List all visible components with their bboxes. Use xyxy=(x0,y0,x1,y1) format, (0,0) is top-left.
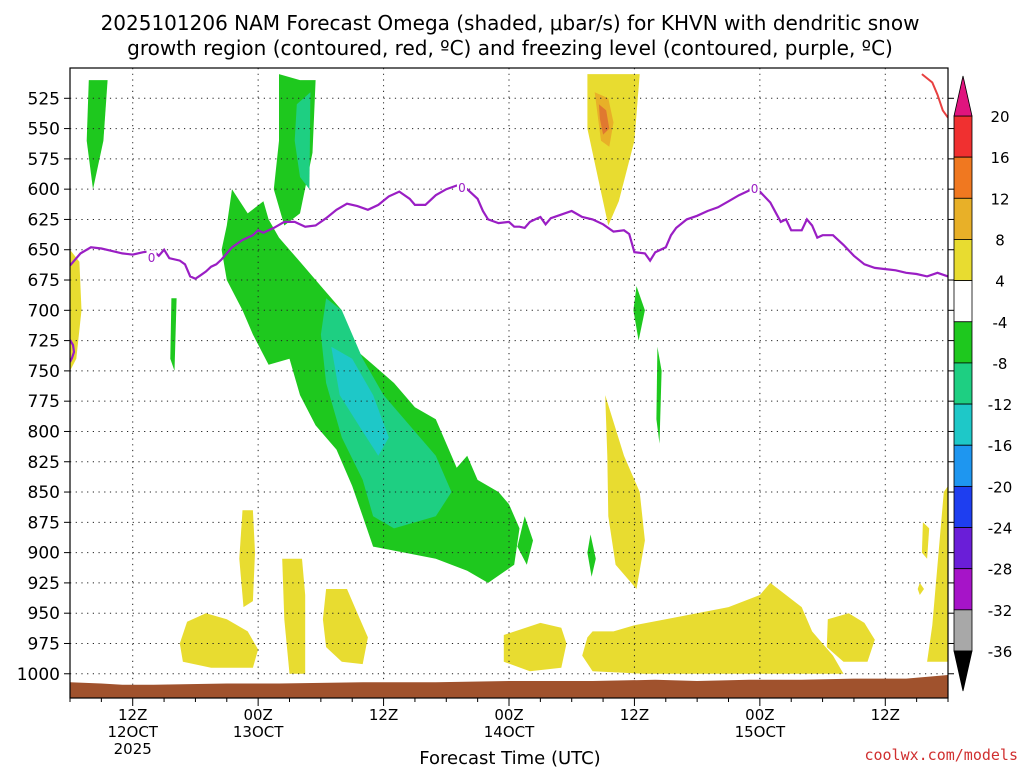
omega-region-ascent-upper-core xyxy=(294,92,311,190)
y-tick-label: 800 xyxy=(28,422,60,442)
colorbar-swatch xyxy=(953,609,973,652)
y-tick-label: 775 xyxy=(28,392,60,412)
chart-title-line-2: growth region (contoured, red, ºC) and f… xyxy=(127,36,893,60)
omega-region-ascent-inner xyxy=(331,346,389,456)
colorbar-label: 20 xyxy=(990,108,1009,126)
omega-region-ascent-far-left xyxy=(86,80,108,190)
omega-region-descent-right-edge xyxy=(927,486,948,662)
y-tick-label: 750 xyxy=(28,362,60,382)
colorbar-label: -24 xyxy=(988,520,1013,538)
omega-region-descent-low-rr xyxy=(826,613,875,662)
omega-region-descent-right-small xyxy=(921,522,930,559)
omega-region-ascent-small-c xyxy=(587,534,596,577)
omega-region-descent-lowleft-a xyxy=(239,510,255,608)
colorbar-label: -4 xyxy=(993,314,1008,332)
colorbar-bottom-arrow xyxy=(953,650,973,692)
y-tick-label: 525 xyxy=(28,89,60,109)
x-tick-date: 14OCT xyxy=(484,723,535,741)
y-tick-label: 625 xyxy=(28,210,60,230)
credit-text: coolwx.com/models xyxy=(864,746,1018,764)
contours: 0 0 0 xyxy=(70,73,948,363)
colorbar-label: -12 xyxy=(988,396,1013,414)
colorbar-swatch xyxy=(953,239,973,282)
dotted-grid xyxy=(70,68,948,698)
y-axis: 525 550 575 600 625 650 675 700 725 750 775 800 825 8… xyxy=(17,89,954,685)
omega-shading xyxy=(70,74,948,674)
omega-region-descent-low-mid xyxy=(503,622,567,672)
colorbar-label: -32 xyxy=(988,602,1013,620)
colorbar-label: 16 xyxy=(990,149,1009,167)
y-tick-label: 825 xyxy=(28,453,60,473)
colorbar-top-arrow xyxy=(953,75,973,117)
y-tick-label: 650 xyxy=(28,241,60,261)
terrain xyxy=(70,675,948,698)
omega-region-descent-mid-right xyxy=(605,395,645,589)
colorbar-label: -8 xyxy=(993,355,1008,373)
omega-region-descent-lowleft-c xyxy=(179,613,259,668)
x-tick-date: 12OCT xyxy=(107,723,158,741)
x-tick-label: 12Z xyxy=(871,706,900,724)
y-tick-label: 875 xyxy=(28,513,60,533)
colorbar-swatch xyxy=(953,403,973,446)
freezing-level-left-edge xyxy=(70,339,76,363)
colorbar-swatch xyxy=(953,485,973,528)
omega-region-descent-lowleft-b xyxy=(282,558,306,674)
y-tick-label: 1000 xyxy=(17,665,60,685)
colorbar-label: -28 xyxy=(988,561,1013,579)
omega-region-descent-lowleft-d xyxy=(322,589,368,665)
y-tick-label: 600 xyxy=(28,180,60,200)
colorbar-label: -36 xyxy=(988,643,1013,661)
colorbar-label: 12 xyxy=(990,190,1009,208)
y-tick-label: 575 xyxy=(28,150,60,170)
x-tick-label: 00Z xyxy=(745,706,774,724)
colorbar-label: 8 xyxy=(995,231,1005,249)
omega-region-descent-low-right xyxy=(582,582,844,674)
colorbar: 20 16 12 8 4 -4 -8 -12 -16 -20 -24 -28 -32 -36 xyxy=(953,75,1013,692)
omega-region-descent-right-dot xyxy=(917,582,924,595)
colorbar-swatch xyxy=(953,115,973,158)
omega-region-ascent-small-d xyxy=(633,286,645,341)
y-tick-label: 725 xyxy=(28,332,60,352)
x-tick-year: 2025 xyxy=(114,740,152,758)
y-tick-label: 900 xyxy=(28,544,60,564)
colorbar-label: -20 xyxy=(988,478,1013,496)
x-tick-label: 12Z xyxy=(118,706,147,724)
y-tick-label: 925 xyxy=(28,574,60,594)
y-tick-label: 675 xyxy=(28,271,60,291)
colorbar-swatch xyxy=(953,197,973,240)
colorbar-swatch xyxy=(953,527,973,570)
terrain-fill xyxy=(70,675,948,698)
colorbar-label: -16 xyxy=(988,437,1013,455)
colorbar-swatch xyxy=(953,280,973,323)
freezing-level-label: 0 xyxy=(458,181,466,195)
freezing-level-label: 0 xyxy=(751,182,759,196)
x-tick-date: 15OCT xyxy=(735,723,786,741)
y-tick-label: 700 xyxy=(28,301,60,321)
colorbar-swatch xyxy=(953,362,973,405)
x-tick-label: 00Z xyxy=(494,706,523,724)
omega-region-ascent-core xyxy=(320,298,452,529)
x-tick-label: 00Z xyxy=(243,706,272,724)
y-tick-label: 850 xyxy=(28,483,60,503)
freezing-level-label: 0 xyxy=(148,251,156,265)
y-tick-label: 550 xyxy=(28,120,60,140)
x-tick-label: 12Z xyxy=(369,706,398,724)
colorbar-swatch xyxy=(953,568,973,611)
x-tick-label: 12Z xyxy=(620,706,649,724)
x-tick-date: 13OCT xyxy=(233,723,284,741)
omega-region-ascent-small-a xyxy=(170,298,177,371)
colorbar-swatch xyxy=(953,156,973,199)
dgz-contour-line xyxy=(921,73,948,119)
omega-region-descent-top-core-2 xyxy=(598,104,610,135)
y-tick-label: 975 xyxy=(28,634,60,654)
colorbar-swatch xyxy=(953,444,973,487)
colorbar-swatch xyxy=(953,321,973,364)
colorbar-label: 4 xyxy=(995,273,1005,291)
chart-title-line-1: 2025101206 NAM Forecast Omega (shaded, μ… xyxy=(101,11,920,35)
x-axis-label: Forecast Time (UTC) xyxy=(419,748,600,768)
y-tick-label: 950 xyxy=(28,604,60,624)
freezing-level-line xyxy=(70,184,948,281)
